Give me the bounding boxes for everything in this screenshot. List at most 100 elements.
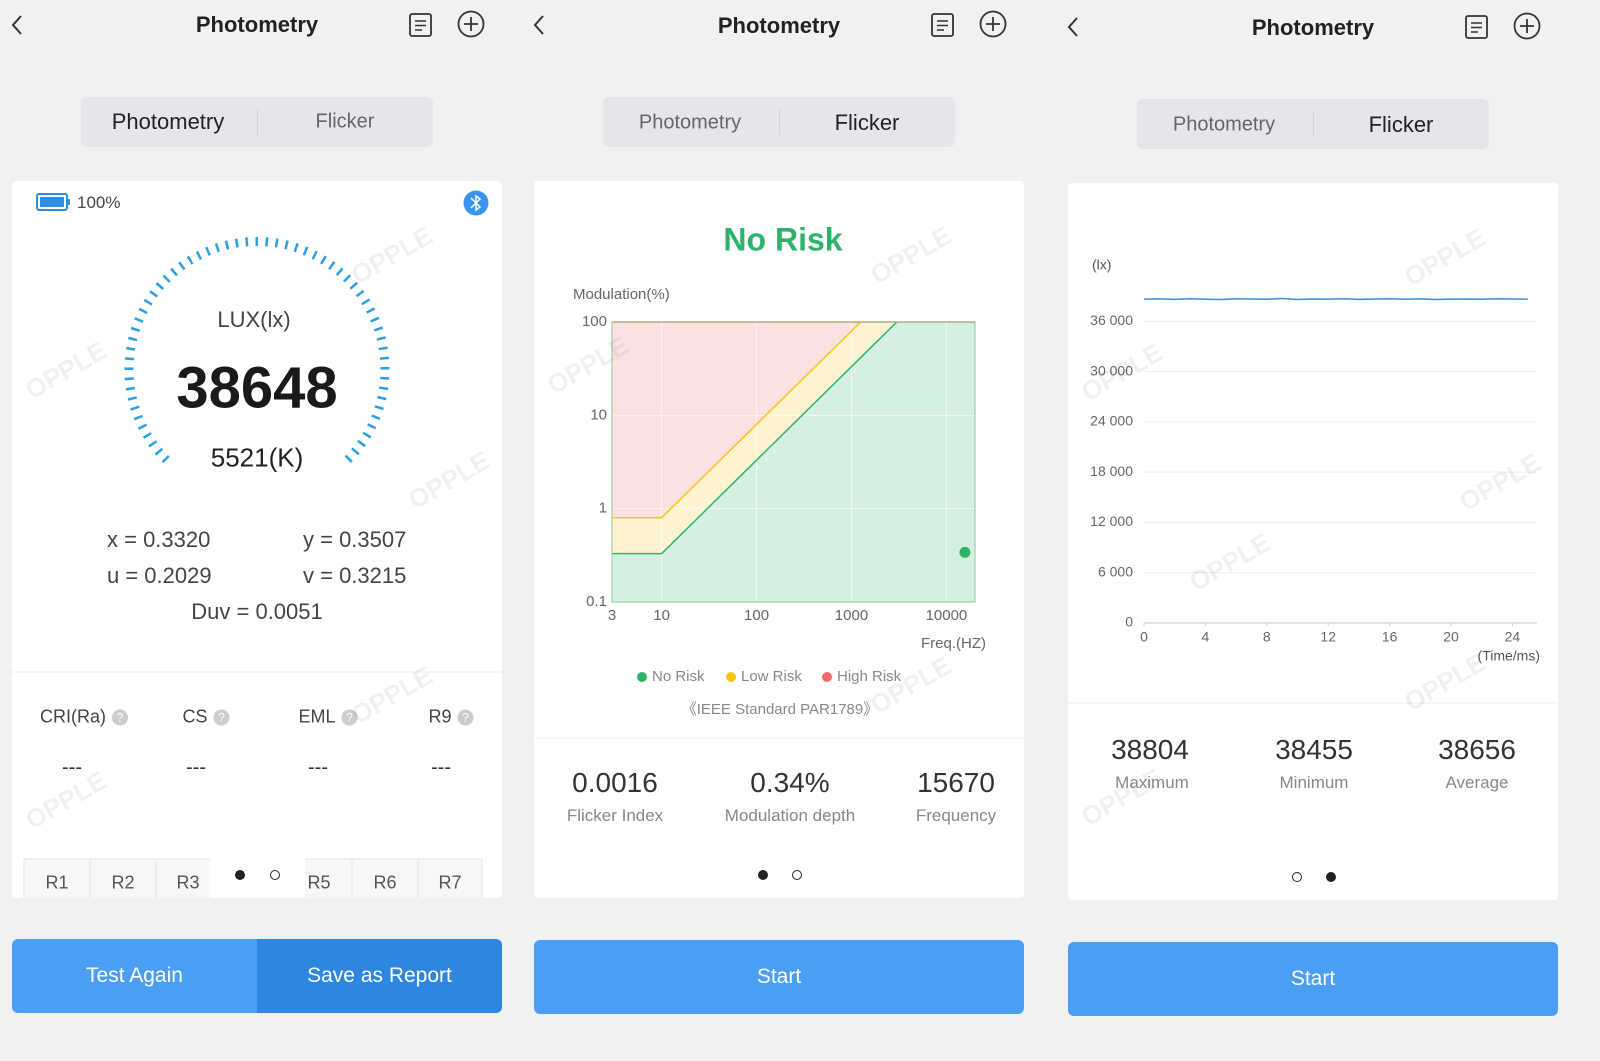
page-dot[interactable] bbox=[792, 870, 802, 880]
button[interactable]: Start bbox=[1068, 942, 1558, 1016]
help-icon[interactable]: ? bbox=[112, 709, 128, 726]
header-icons bbox=[11, 10, 485, 38]
button[interactable]: Start bbox=[534, 940, 1024, 1014]
y-axis-label: (lx) bbox=[1092, 257, 1111, 273]
plot-frame bbox=[611, 321, 976, 603]
card bbox=[1068, 183, 1558, 900]
risk-region bbox=[612, 322, 975, 602]
metric-name: CS? bbox=[182, 706, 230, 728]
tab[interactable]: Photometry bbox=[638, 111, 742, 134]
page-dot[interactable] bbox=[235, 870, 245, 880]
coordinate: x = 0.3320 bbox=[107, 527, 211, 552]
metric-label: R9 bbox=[428, 706, 452, 727]
legend-label: High Risk bbox=[837, 668, 902, 685]
stat-label: Flicker Index bbox=[566, 806, 664, 825]
stat-value: 38455 bbox=[1275, 734, 1353, 765]
stat-value: 38804 bbox=[1111, 734, 1189, 765]
report-icon[interactable] bbox=[931, 13, 954, 37]
r-tab[interactable]: R7 bbox=[438, 872, 462, 893]
tab[interactable]: Flicker bbox=[315, 110, 375, 133]
x-tick-label: 1000 bbox=[835, 607, 868, 624]
back-button[interactable] bbox=[533, 15, 544, 35]
y-tick-label: 30 000 bbox=[1090, 362, 1133, 378]
gauge-label: LUX(lx) bbox=[217, 307, 291, 332]
y-tick-label: 1 bbox=[599, 500, 607, 517]
r-tab[interactable]: R1 bbox=[45, 872, 69, 893]
header-icons bbox=[1067, 12, 1541, 40]
page-dot[interactable] bbox=[1326, 872, 1336, 882]
add-icon[interactable] bbox=[457, 10, 485, 38]
screen: Photometry Photometry Flicker (lx) (Time/… bbox=[1056, 2, 1578, 1061]
card bbox=[534, 181, 1024, 898]
x-tick-label: 10 bbox=[653, 607, 670, 624]
legend-marker bbox=[637, 672, 647, 682]
tab[interactable]: Photometry bbox=[111, 109, 225, 134]
report-icon[interactable] bbox=[1465, 15, 1488, 39]
x-tick-label: 0 bbox=[1140, 629, 1148, 645]
tab[interactable]: Photometry bbox=[1172, 113, 1276, 136]
stat-value: 0.0016 bbox=[572, 767, 658, 798]
y-tick-label: 0 bbox=[1125, 614, 1133, 630]
metric-name: R9? bbox=[428, 706, 474, 728]
y-tick-label: 24 000 bbox=[1090, 413, 1133, 429]
x-tick-label: 8 bbox=[1263, 629, 1271, 645]
x-tick-label: 24 bbox=[1505, 629, 1521, 645]
coordinate: v = 0.3215 bbox=[303, 563, 407, 588]
risk-chart: No Risk Modulation(%) Freq.(HZ) 0.1 1 10 100 3 1… bbox=[534, 221, 1024, 739]
duv: Duv = 0.0051 bbox=[191, 599, 323, 624]
r-tab[interactable]: R5 bbox=[307, 872, 331, 893]
screen: Photometry Photometry Flicker 100% LUX(l… bbox=[0, 0, 522, 1059]
r-tab-row bbox=[23, 855, 483, 898]
help-icon[interactable]: ? bbox=[213, 709, 230, 726]
x-tick-label: 12 bbox=[1320, 629, 1336, 645]
button-label: Test Again bbox=[86, 964, 183, 987]
r-tab[interactable]: R3 bbox=[176, 872, 200, 893]
legend-label: No Risk bbox=[652, 668, 705, 685]
add-icon[interactable] bbox=[979, 10, 1007, 38]
help-icon[interactable]: ? bbox=[341, 709, 358, 726]
metric-value: --- bbox=[431, 756, 451, 779]
stat-label: Minimum bbox=[1279, 773, 1349, 792]
r-tab[interactable]: R6 bbox=[373, 872, 397, 893]
stat-label: Average bbox=[1445, 773, 1509, 792]
metric-label: EML bbox=[298, 706, 336, 727]
stat-label: Frequency bbox=[915, 806, 997, 825]
risk-region bbox=[612, 322, 897, 554]
tab-bar bbox=[603, 97, 955, 147]
y-tick-label: 12 000 bbox=[1090, 513, 1133, 529]
risk-boundary bbox=[612, 321, 898, 555]
r-tab[interactable]: R2 bbox=[111, 872, 135, 893]
button[interactable]: Save as Report bbox=[257, 939, 502, 1013]
card bbox=[12, 181, 502, 898]
page-dot[interactable] bbox=[270, 870, 280, 880]
lux-value: 38648 bbox=[176, 355, 338, 421]
stat-label: Modulation depth bbox=[724, 806, 856, 825]
tab[interactable]: Flicker bbox=[1368, 112, 1434, 137]
add-icon[interactable] bbox=[1513, 12, 1541, 40]
risk-boundary bbox=[612, 321, 862, 519]
back-button[interactable] bbox=[11, 15, 22, 35]
metric-value: --- bbox=[308, 756, 328, 779]
x-axis-label: Freq.(HZ) bbox=[921, 635, 986, 652]
page-dot[interactable] bbox=[758, 870, 768, 880]
screen-title: Photometry bbox=[1251, 15, 1375, 40]
y-tick-label: 100 bbox=[582, 313, 607, 330]
button[interactable]: Test Again bbox=[12, 939, 257, 1013]
legend-marker bbox=[726, 672, 736, 682]
risk-region bbox=[612, 322, 975, 518]
x-axis-label: (Time/ms) bbox=[1478, 648, 1540, 664]
coordinate: u = 0.2029 bbox=[107, 563, 212, 588]
tab[interactable]: Flicker bbox=[834, 110, 900, 135]
legend-marker bbox=[822, 672, 832, 682]
back-button[interactable] bbox=[1067, 17, 1078, 37]
cct-value: 5521(K) bbox=[210, 442, 304, 473]
help-icon[interactable]: ? bbox=[457, 709, 474, 726]
page-dot[interactable] bbox=[1292, 872, 1302, 882]
y-tick-label: 6 000 bbox=[1098, 563, 1133, 579]
x-tick-label: 16 bbox=[1382, 629, 1398, 645]
screen: Photometry Photometry Flicker No Risk Mod… bbox=[522, 0, 1044, 1059]
report-icon[interactable] bbox=[409, 13, 432, 37]
data-line bbox=[1143, 297, 1528, 301]
metric-label: CS bbox=[182, 706, 208, 727]
